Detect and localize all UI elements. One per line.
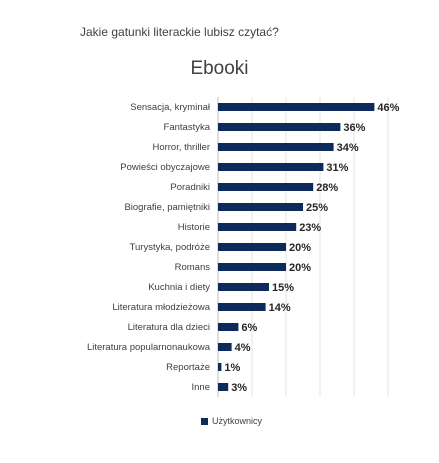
data-label: 3% — [231, 382, 247, 394]
bar — [218, 163, 324, 171]
category-label: Reportaże — [166, 362, 210, 373]
category-label: Literatura popularnonaukowa — [87, 342, 211, 353]
bar — [218, 183, 314, 191]
bar — [218, 123, 341, 131]
category-label: Literatura młodzieżowa — [112, 302, 210, 313]
data-label: 15% — [272, 282, 294, 294]
data-label: 34% — [337, 142, 359, 154]
survey-question: Jakie gatunki literackie lubisz czytać? — [80, 25, 279, 39]
data-label: 36% — [343, 122, 365, 134]
category-label: Horror, thriller — [152, 142, 210, 153]
bar — [218, 143, 334, 151]
bar — [218, 103, 375, 111]
bar — [218, 383, 229, 391]
category-label: Literatura dla dzieci — [128, 322, 210, 333]
category-label: Romans — [175, 262, 211, 273]
category-label: Kuchnia i diety — [148, 282, 210, 293]
category-label: Inne — [192, 382, 211, 393]
data-label: 4% — [235, 342, 251, 354]
data-label: 1% — [224, 362, 240, 374]
category-label: Turystyka, podróże — [130, 242, 210, 253]
data-label: 31% — [326, 162, 348, 174]
category-label: Poradniki — [170, 182, 210, 193]
bar — [218, 363, 222, 371]
data-label: 28% — [316, 182, 338, 194]
category-label: Sensacja, kryminał — [130, 102, 211, 113]
bar — [218, 243, 286, 251]
chart-title: Ebooki — [190, 58, 249, 79]
bar — [218, 303, 266, 311]
data-label: 20% — [289, 242, 311, 254]
category-label: Powieści obyczajowe — [120, 162, 210, 173]
bar — [218, 263, 286, 271]
data-label: 46% — [377, 102, 399, 114]
legend-swatch — [201, 417, 208, 425]
bar — [218, 343, 232, 351]
bar — [218, 223, 297, 231]
data-label: 6% — [241, 322, 257, 334]
legend: Użytkownicy — [201, 416, 262, 426]
bar — [218, 323, 239, 331]
category-label: Fantastyka — [164, 122, 211, 133]
data-label: 20% — [289, 262, 311, 274]
data-label: 23% — [299, 222, 321, 234]
legend-label: Użytkownicy — [212, 416, 263, 426]
bar — [218, 203, 303, 211]
data-label: 25% — [306, 202, 328, 214]
category-label: Biografie, pamiętniki — [124, 202, 210, 213]
category-label: Historie — [178, 222, 210, 233]
bar — [218, 283, 269, 291]
data-label: 14% — [269, 302, 291, 314]
